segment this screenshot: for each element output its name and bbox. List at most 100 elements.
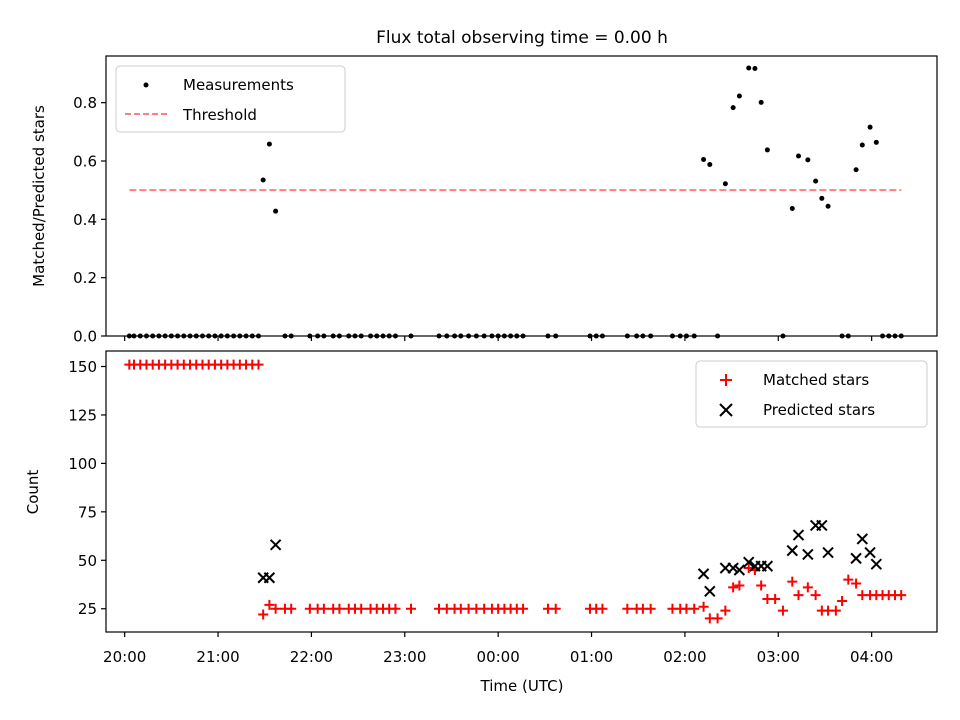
predicted-stars-point — [850, 552, 862, 565]
measurement-point — [867, 124, 873, 130]
bottom-x-tick-label: 20:00 — [103, 648, 146, 666]
matched-stars-layer — [124, 359, 907, 624]
predicted-stars-point — [742, 556, 755, 568]
matched-stars-point — [597, 603, 608, 614]
matched-stars-point — [837, 595, 848, 606]
matched-stars-point — [264, 599, 275, 610]
bottom-legend-box — [695, 360, 928, 428]
matched-stars-point — [802, 582, 813, 593]
measurement-point — [873, 139, 879, 145]
measurement-point — [266, 141, 272, 147]
predicted-stars-point — [786, 544, 798, 557]
predicted-stars-point — [792, 529, 805, 541]
predicted-stars-point — [870, 558, 883, 570]
threshold-legend-label: Threshold — [182, 106, 257, 124]
bottom-y-tick-label: 100 — [68, 455, 97, 473]
top-panel-marks — [126, 65, 904, 339]
predicted-stars-point — [269, 539, 282, 551]
bottom-y-tick-label: 75 — [78, 503, 97, 521]
predicted-stars-layer — [257, 519, 883, 598]
measurements-legend-marker — [143, 82, 149, 88]
matched-stars-point — [390, 603, 401, 614]
matched-stars-point — [518, 603, 529, 614]
measurement-point — [789, 206, 795, 212]
bottom-panel-marks — [124, 359, 907, 624]
top-legend: Measurements Threshold — [115, 65, 346, 133]
matched-stars-point — [286, 603, 297, 614]
top-panel-title: Flux total observing time = 0.00 h — [376, 28, 668, 48]
top-y-tick-label: 0.0 — [73, 328, 97, 346]
matched-stars-point — [258, 609, 269, 620]
bottom-y-tick-label: 150 — [68, 358, 97, 376]
measurement-point — [825, 203, 831, 209]
top-x-ticks — [124, 336, 873, 341]
bottom-y-tick-label: 25 — [78, 600, 97, 618]
matched-stars-point — [689, 603, 700, 614]
matched-stars-point — [334, 603, 345, 614]
matched-stars-point — [720, 605, 731, 616]
predicted-stars-point — [802, 548, 814, 561]
top-panel: Flux total observing time = 0.00 h 0.00.… — [30, 28, 938, 346]
top-panel-frame — [105, 55, 938, 337]
bottom-x-tick-label: 23:00 — [383, 648, 426, 666]
predicted-stars-point — [733, 564, 746, 576]
predicted-stars-legend-label: Predicted stars — [763, 401, 875, 419]
matched-stars-point — [787, 576, 798, 587]
bottom-y-tick-label: 50 — [78, 552, 97, 570]
top-y-tick-label: 0.6 — [73, 153, 97, 171]
measurement-point — [746, 65, 752, 71]
predicted-stars-point — [704, 585, 716, 598]
top-y-tick-label: 0.8 — [73, 94, 97, 112]
predicted-stars-point — [822, 546, 834, 559]
measurement-point — [819, 195, 825, 201]
matched-stars-point — [756, 580, 767, 591]
matched-stars-legend-label: Matched stars — [763, 371, 869, 389]
predicted-stars-point — [856, 533, 869, 545]
measurements-layer — [126, 65, 904, 339]
predicted-stars-point — [816, 519, 828, 532]
matched-stars-point — [550, 603, 561, 614]
bottom-panel-frame — [105, 350, 938, 633]
measurement-point — [805, 157, 811, 163]
predicted-stars-point — [761, 560, 774, 572]
bottom-x-tick-label: 01:00 — [570, 648, 613, 666]
matched-stars-point — [734, 580, 745, 591]
bottom-x-tick-label: 21:00 — [196, 648, 239, 666]
top-y-tick-label: 0.4 — [73, 211, 97, 229]
measurement-point — [722, 181, 728, 187]
matched-stars-point — [843, 574, 854, 585]
measurement-point — [796, 153, 801, 159]
measurement-point — [730, 105, 736, 111]
matched-stars-point — [698, 601, 709, 612]
top-y-axis: 0.0 0.2 0.4 0.6 0.8 — [73, 94, 106, 346]
measurement-point — [736, 93, 742, 99]
predicted-stars-point — [727, 562, 739, 574]
matched-stars-point — [810, 590, 821, 601]
measurement-point — [813, 178, 819, 184]
matched-stars-point — [830, 605, 841, 616]
matched-stars-point — [896, 590, 907, 601]
measurement-point — [273, 208, 279, 214]
predicted-stars-point — [864, 546, 876, 559]
matched-stars-point — [728, 582, 739, 593]
matched-stars-point — [851, 578, 862, 589]
bottom-legend: Matched stars Predicted stars — [695, 360, 928, 428]
measurement-point — [260, 177, 266, 183]
matched-stars-point — [270, 603, 281, 614]
bottom-x-axis-label: Time (UTC) — [480, 677, 564, 695]
matched-stars-point — [645, 603, 656, 614]
matched-stars-point — [777, 605, 788, 616]
top-y-tick-label: 0.2 — [73, 269, 97, 287]
bottom-x-axis: 20:00 21:00 22:00 23:00 00:00 01:00 02:00 03:00… — [103, 632, 893, 666]
matched-stars-point — [318, 603, 329, 614]
measurements-legend-label: Measurements — [183, 76, 294, 94]
predicted-stars-legend-marker — [719, 403, 733, 417]
top-y-axis-label: Matched/Predicted stars — [30, 105, 48, 287]
bottom-y-axis-label: Count — [24, 470, 42, 515]
matched-stars-point — [356, 603, 367, 614]
measurement-point — [764, 147, 770, 153]
measurement-point — [701, 157, 707, 163]
matched-stars-point — [793, 590, 804, 601]
predicted-stars-point — [697, 568, 710, 580]
